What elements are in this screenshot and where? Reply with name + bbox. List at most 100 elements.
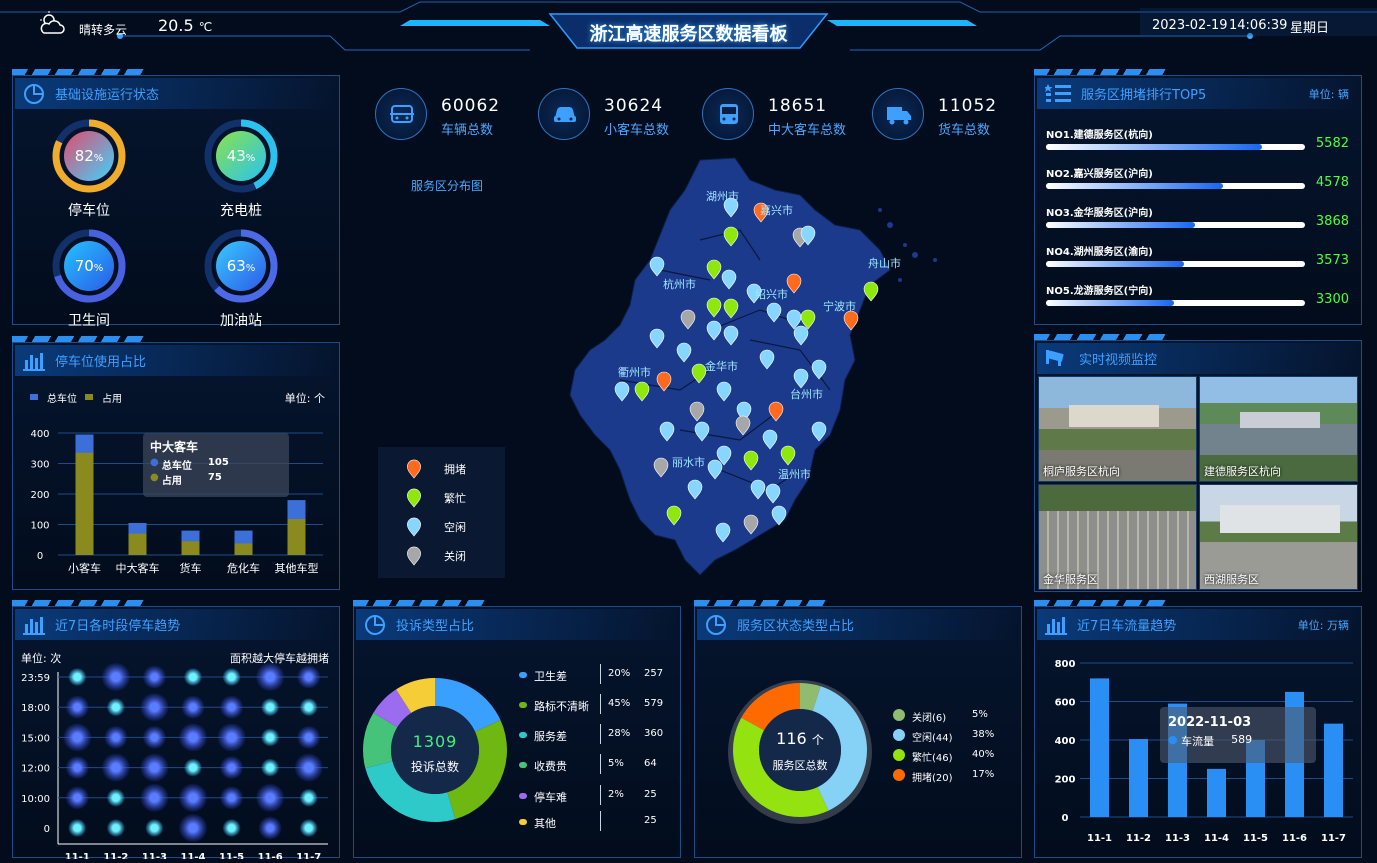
donut-segment[interactable] [396, 678, 435, 713]
donut-segment[interactable] [363, 712, 398, 769]
service-area-pin[interactable] [706, 297, 722, 318]
donut-segment[interactable] [741, 683, 800, 731]
service-area-pin[interactable] [811, 421, 827, 442]
bubble[interactable] [107, 819, 125, 837]
bubble[interactable] [256, 663, 285, 691]
service-area-pin[interactable] [793, 325, 809, 346]
donut-segment[interactable] [812, 686, 867, 811]
map-legend-item[interactable]: 繁忙 [406, 488, 466, 508]
bubble[interactable] [101, 753, 130, 782]
bubble[interactable] [68, 668, 87, 686]
map-legend-item[interactable]: 空闲 [406, 517, 466, 537]
service-area-pin[interactable] [753, 202, 769, 223]
bubble[interactable] [184, 758, 202, 777]
map-legend-item[interactable]: 关闭 [406, 546, 466, 566]
bubble[interactable] [140, 693, 169, 722]
service-area-pin[interactable] [811, 359, 827, 380]
traffic-bar[interactable] [1207, 768, 1226, 817]
service-area-pin[interactable] [649, 256, 665, 277]
bubble[interactable] [220, 695, 243, 719]
service-area-pin[interactable] [721, 269, 737, 290]
service-area-pin[interactable] [723, 226, 739, 247]
service-area-pin[interactable] [716, 381, 732, 402]
service-area-pin[interactable] [634, 381, 650, 402]
bubble[interactable] [222, 668, 241, 686]
service-area-pin[interactable] [706, 259, 722, 280]
bubble[interactable] [261, 698, 279, 716]
bubble[interactable] [299, 698, 318, 716]
bubble[interactable] [222, 819, 241, 837]
service-area-pin[interactable] [659, 421, 675, 442]
service-area-pin[interactable] [786, 273, 802, 294]
camera-feed[interactable]: 金华服务区 [1038, 484, 1197, 590]
bubble[interactable] [107, 789, 125, 807]
bubble[interactable] [104, 726, 128, 749]
service-area-pin[interactable] [768, 401, 784, 422]
service-area-pin[interactable] [762, 429, 778, 450]
donut-segment[interactable] [447, 720, 507, 820]
bubble[interactable] [261, 758, 279, 777]
bubble[interactable] [258, 816, 282, 840]
service-area-pin[interactable] [780, 445, 796, 466]
bubble[interactable] [181, 695, 205, 719]
bar-used[interactable] [234, 543, 253, 555]
bubble[interactable] [63, 723, 92, 752]
service-area-pin[interactable] [750, 479, 766, 500]
camera-feed[interactable]: 西湖服务区 [1199, 484, 1358, 590]
bubble[interactable] [299, 789, 318, 807]
camera-feed[interactable]: 建德服务区杭向 [1199, 376, 1358, 482]
bar-used[interactable] [287, 519, 306, 555]
bubble[interactable] [65, 786, 89, 810]
service-area-pin[interactable] [715, 522, 731, 543]
traffic-bar[interactable] [1324, 723, 1343, 817]
bubble[interactable] [140, 783, 169, 812]
service-area-pin[interactable] [786, 309, 802, 330]
bubble[interactable] [65, 756, 89, 779]
service-area-pin[interactable] [691, 363, 707, 384]
bubble[interactable] [299, 819, 318, 837]
donut-segment[interactable] [435, 678, 501, 732]
bubble[interactable] [143, 665, 166, 689]
bubble[interactable] [65, 695, 89, 719]
service-area-pin[interactable] [743, 450, 759, 471]
service-area-pin[interactable] [614, 381, 630, 402]
donut-segment[interactable] [800, 683, 821, 712]
bubble[interactable] [179, 814, 207, 842]
bubble[interactable] [256, 783, 285, 812]
bubble[interactable] [179, 783, 207, 812]
service-area-pin[interactable] [694, 421, 710, 442]
donut-segment[interactable] [365, 761, 456, 822]
service-area-pin[interactable] [766, 302, 782, 323]
bubble[interactable] [217, 723, 246, 752]
service-area-pin[interactable] [863, 281, 879, 302]
camera-feed[interactable]: 桐庐服务区杭向 [1038, 376, 1197, 482]
bubble[interactable] [145, 819, 164, 837]
bubble[interactable] [101, 663, 130, 691]
bubble[interactable] [143, 726, 166, 749]
traffic-bar[interactable] [1129, 739, 1148, 817]
donut-segment[interactable] [733, 717, 829, 817]
bubble[interactable] [294, 753, 323, 782]
bubble[interactable] [68, 819, 87, 837]
bubble[interactable] [297, 665, 321, 689]
bar-used[interactable] [128, 533, 147, 555]
service-area-pin[interactable] [716, 445, 732, 466]
service-area-pin[interactable] [743, 514, 759, 535]
bubble[interactable] [140, 753, 169, 782]
service-area-pin[interactable] [666, 505, 682, 526]
bubble[interactable] [184, 668, 202, 686]
service-area-pin[interactable] [689, 401, 705, 422]
service-area-pin[interactable] [793, 368, 809, 389]
service-area-pin[interactable] [800, 225, 816, 246]
service-area-pin[interactable] [707, 459, 723, 480]
donut-segment[interactable] [373, 689, 412, 728]
bubble[interactable] [220, 756, 243, 779]
bubble[interactable] [107, 698, 125, 716]
bubble[interactable] [179, 723, 207, 752]
service-area-pin[interactable] [800, 309, 816, 330]
service-area-pin[interactable] [771, 505, 787, 526]
service-area-pin[interactable] [680, 309, 696, 330]
service-area-pin[interactable] [687, 479, 703, 500]
bar-used[interactable] [181, 541, 200, 555]
service-area-pin[interactable] [723, 197, 739, 218]
